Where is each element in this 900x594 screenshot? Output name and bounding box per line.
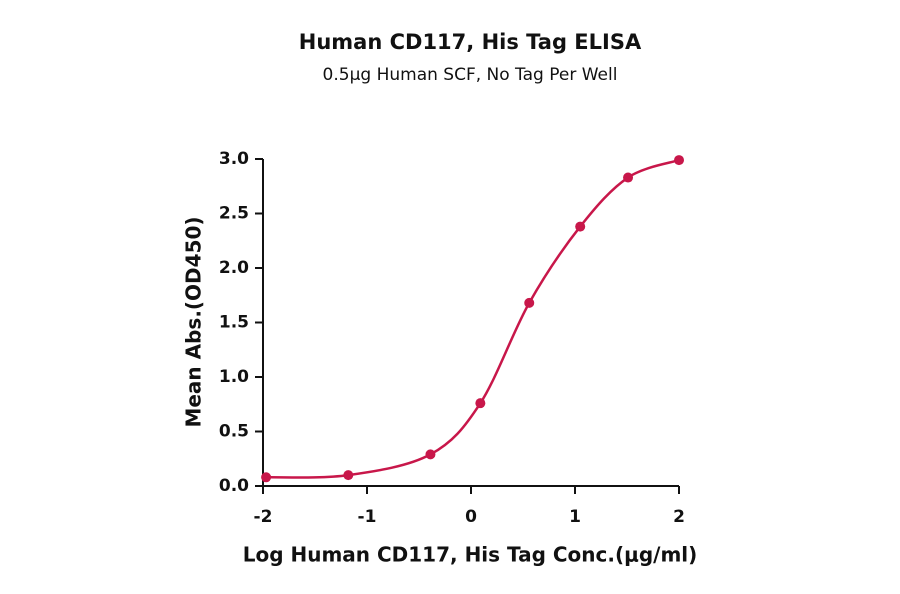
- y-axis-title: Mean Abs.(OD450): [182, 216, 206, 427]
- fit-curve: [266, 158, 680, 479]
- data-point: [575, 221, 586, 232]
- data-point: [623, 172, 634, 183]
- data-point: [261, 472, 272, 483]
- x-tick-label: 1: [569, 507, 581, 527]
- x-tick-label: 2: [673, 507, 685, 527]
- y-tick-label: 0.5: [219, 422, 249, 442]
- data-point: [524, 297, 535, 308]
- y-tick-label: 1.5: [219, 313, 249, 333]
- x-tick-label: -1: [358, 507, 377, 527]
- data-point: [475, 398, 486, 409]
- y-tick-label: 1.0: [219, 367, 249, 387]
- y-tick-label: 0.0: [219, 476, 249, 496]
- data-point: [674, 155, 684, 166]
- x-tick-label: -2: [254, 507, 273, 527]
- data-point: [425, 449, 436, 460]
- data-point: [343, 470, 354, 481]
- chart-title: Human CD117, His Tag ELISA: [299, 30, 642, 54]
- x-axis-title: Log Human CD117, His Tag Conc.(μg/ml): [243, 543, 698, 567]
- y-tick-label: 2.0: [219, 258, 249, 278]
- chart-subtitle: 0.5μg Human SCF, No Tag Per Well: [323, 65, 618, 85]
- y-tick-label: 2.5: [219, 204, 249, 224]
- x-tick-label: 0: [465, 507, 477, 527]
- y-tick-label: 3.0: [219, 149, 249, 169]
